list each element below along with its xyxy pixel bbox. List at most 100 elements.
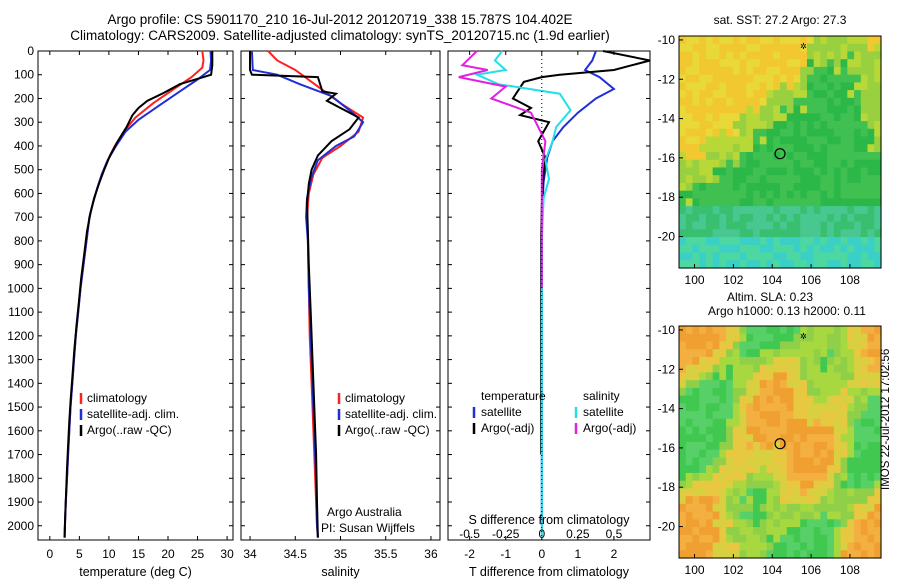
heatmap-cell bbox=[867, 198, 875, 207]
heatmap-cell bbox=[827, 333, 835, 343]
heatmap-cell bbox=[726, 144, 734, 153]
heatmap-cell bbox=[739, 198, 747, 207]
heatmap-cell bbox=[867, 74, 875, 83]
heatmap-cell bbox=[874, 442, 882, 451]
heatmap-cell bbox=[712, 82, 720, 91]
heatmap-cell bbox=[739, 372, 747, 381]
heatmap-cell bbox=[753, 221, 761, 230]
heatmap-cell bbox=[800, 206, 808, 215]
heatmap-cell bbox=[800, 66, 808, 76]
heatmap-cell bbox=[813, 198, 821, 207]
heatmap-cell bbox=[739, 519, 747, 528]
heatmap-cell bbox=[820, 252, 828, 261]
heatmap-cell bbox=[759, 182, 768, 192]
heatmap-cell bbox=[726, 472, 734, 482]
heatmap-cell bbox=[766, 356, 774, 366]
heatmap-cell bbox=[867, 206, 875, 215]
heatmap-cell bbox=[780, 237, 788, 246]
heatmap-cell bbox=[773, 175, 781, 184]
heatmap-cell bbox=[766, 457, 774, 466]
heatmap-cell bbox=[867, 395, 875, 404]
heatmap-cell bbox=[719, 457, 727, 466]
heatmap-cell bbox=[692, 97, 700, 107]
heatmap-cell bbox=[739, 442, 747, 451]
heatmap-cell bbox=[732, 372, 741, 381]
heatmap-cell bbox=[813, 356, 821, 366]
heatmap-cell bbox=[833, 356, 842, 366]
heatmap-cell bbox=[746, 206, 754, 215]
heatmap-cell bbox=[773, 387, 781, 397]
heatmap-cell bbox=[712, 372, 720, 381]
heatmap-cell bbox=[813, 380, 821, 389]
heatmap-cell bbox=[793, 449, 801, 459]
heatmap-cell bbox=[840, 105, 848, 114]
heatmap-cell bbox=[692, 349, 700, 358]
heatmap-cell bbox=[860, 260, 869, 269]
heatmap-cell bbox=[854, 206, 862, 215]
heatmap-cell bbox=[712, 128, 720, 138]
heatmap-cell bbox=[833, 349, 842, 358]
heatmap-cell bbox=[800, 121, 808, 130]
heatmap-cell bbox=[759, 43, 768, 53]
heatmap-cell bbox=[705, 90, 714, 99]
heatmap-cell bbox=[753, 36, 761, 45]
heatmap-cell bbox=[847, 221, 855, 230]
heatmap-cell bbox=[827, 364, 835, 373]
heatmap-cell bbox=[854, 550, 862, 559]
heatmap-cell bbox=[759, 175, 768, 184]
heatmap-cell bbox=[840, 97, 848, 107]
heatmap-cell bbox=[786, 442, 795, 451]
heatmap-cell bbox=[773, 152, 781, 161]
heatmap-cell bbox=[867, 82, 875, 91]
heatmap-cell bbox=[874, 395, 882, 404]
heatmap-cell bbox=[739, 511, 747, 520]
heatmap-cell bbox=[786, 403, 795, 412]
heatmap-cell bbox=[874, 496, 882, 505]
heatmap-cell bbox=[820, 527, 828, 536]
heatmap-cell bbox=[773, 349, 781, 358]
heatmap-cell bbox=[692, 380, 700, 389]
heatmap-cell bbox=[854, 511, 862, 520]
heatmap-cell bbox=[766, 229, 774, 238]
heatmap-cell bbox=[699, 449, 707, 459]
heatmap-cell bbox=[699, 434, 707, 443]
heatmap-cell bbox=[847, 182, 855, 192]
heatmap-cell bbox=[732, 252, 741, 261]
heatmap-cell bbox=[712, 66, 720, 76]
heatmap-cell bbox=[685, 326, 694, 335]
heatmap-cell bbox=[766, 472, 774, 482]
heatmap-cell bbox=[820, 503, 828, 513]
heatmap-cell bbox=[867, 511, 875, 520]
heatmap-cell bbox=[780, 244, 788, 254]
heatmap-cell bbox=[827, 426, 835, 435]
heatmap-cell bbox=[820, 36, 828, 45]
heatmap-cell bbox=[867, 105, 875, 114]
heatmap-cell bbox=[780, 534, 788, 544]
heatmap-cell bbox=[759, 244, 768, 254]
heatmap-cell bbox=[840, 136, 848, 145]
y-tick-label: 500 bbox=[14, 163, 34, 177]
heatmap-cell bbox=[813, 387, 821, 397]
heatmap-cell bbox=[840, 349, 848, 358]
heatmap-cell bbox=[806, 503, 815, 513]
heatmap-cell bbox=[874, 418, 882, 428]
heatmap-cell bbox=[773, 496, 781, 505]
heatmap-cell bbox=[820, 434, 828, 443]
heatmap-cell bbox=[699, 152, 707, 161]
heatmap-cell bbox=[793, 411, 801, 420]
heatmap-cell bbox=[813, 82, 821, 91]
heatmap-cell bbox=[685, 159, 694, 169]
heatmap-cell bbox=[679, 244, 687, 254]
heatmap-cell bbox=[847, 74, 855, 83]
y-tick-label: -10 bbox=[658, 323, 676, 337]
heatmap-cell bbox=[726, 542, 734, 551]
heatmap-cell bbox=[759, 364, 768, 373]
heatmap-cell bbox=[874, 105, 882, 114]
heatmap-cell bbox=[692, 527, 700, 536]
heatmap-cell bbox=[800, 511, 808, 520]
heatmap-cell bbox=[753, 326, 761, 335]
heatmap-cell bbox=[753, 511, 761, 520]
heatmap-cell bbox=[705, 372, 714, 381]
heatmap-cell bbox=[692, 326, 700, 335]
heatmap-cell bbox=[692, 59, 700, 68]
